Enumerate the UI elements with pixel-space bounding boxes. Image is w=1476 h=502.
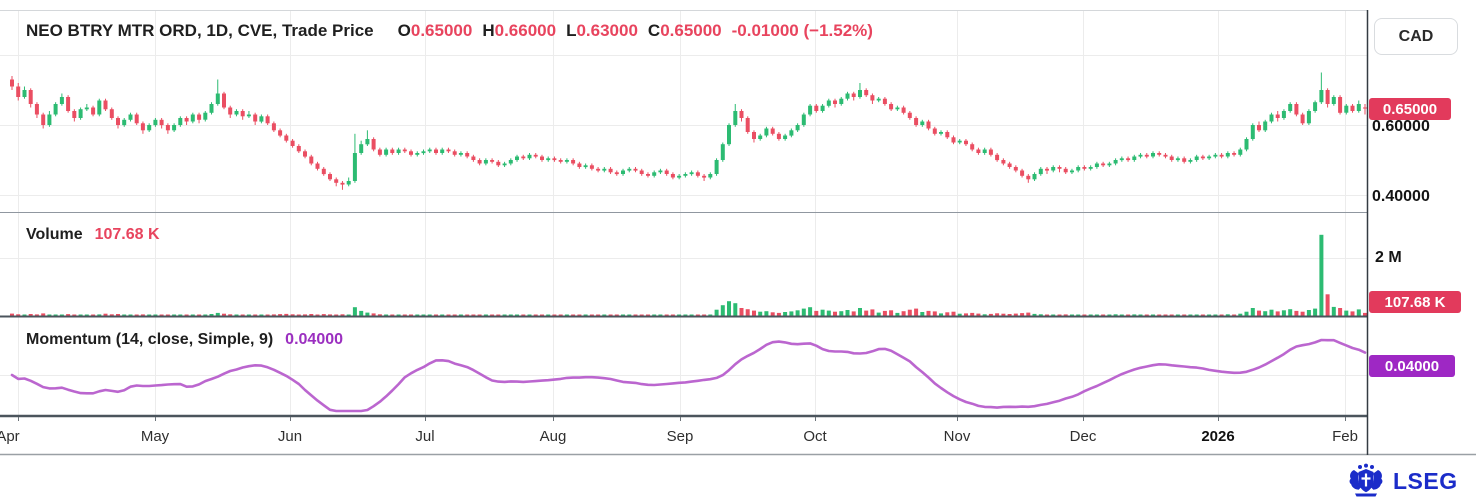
volume-panel-legend[interactable]: Volume 107.68 K (26, 226, 160, 244)
price-tick-040: 0.40000 (1372, 188, 1430, 205)
close-label: C (647, 21, 661, 40)
price-panel-legend[interactable]: NEO BTRY MTR ORD, 1D, CVE, Trade Price O0… (26, 21, 873, 41)
last-volume-badge: 107.68 K (1369, 291, 1461, 313)
change-value: -0.01000 (−1.52%) (731, 21, 873, 40)
close-pair: C0.65000 (648, 21, 722, 40)
xlabel-jun: Jun (277, 428, 303, 445)
price-tick-060: 0.60000 (1372, 118, 1430, 135)
gridlines (0, 11, 1367, 415)
lseg-logo: LSEG (1346, 463, 1458, 499)
xlabel-oct: Oct (803, 428, 827, 445)
momentum-line (10, 338, 1367, 413)
low-pair: L0.63000 (566, 21, 638, 40)
low-label: L (566, 21, 577, 40)
xlabel-dec: Dec (1069, 428, 1097, 445)
xlabel-feb: Feb (1332, 428, 1358, 445)
instrument-title: NEO BTRY MTR ORD, 1D, CVE, Trade Price (26, 21, 374, 40)
xlabel-may: May (140, 428, 170, 445)
xlabel-jul: Jul (415, 428, 435, 445)
open-pair: O0.65000 (398, 21, 473, 40)
last-momentum-badge: 0.04000 (1369, 355, 1455, 377)
xlabel-2026: 2026 (1201, 428, 1235, 445)
ohlc-values: O0.65000 H0.66000 L0.63000 C0.65000 -0.01000… (388, 21, 873, 40)
volume-tick-2m: 2 M (1375, 249, 1402, 266)
open-value: 0.65000 (410, 21, 473, 40)
momentum-label: Momentum (14, close, Simple, 9) (26, 331, 274, 348)
open-label: O (397, 21, 411, 40)
momentum-value: 0.04000 (285, 331, 344, 348)
lseg-logo-text: LSEG (1393, 467, 1458, 494)
candles (10, 72, 1367, 190)
high-label: H (482, 21, 495, 40)
xlabel-apr: Apr (0, 428, 20, 445)
currency-selector[interactable]: CAD (1374, 18, 1458, 55)
volume-label: Volume (26, 226, 83, 243)
last-price-badge: 0.65000 (1369, 98, 1451, 120)
lseg-crest-icon (1349, 463, 1383, 497)
volume-bars (10, 234, 1367, 316)
low-value: 0.63000 (576, 21, 638, 40)
xlabel-nov: Nov (943, 428, 971, 445)
volume-value: 107.68 K (94, 226, 160, 243)
chart-canvas[interactable] (0, 0, 1476, 456)
momentum-panel-legend[interactable]: Momentum (14, close, Simple, 9) 0.04000 (26, 331, 343, 349)
close-value: 0.65000 (660, 21, 722, 40)
xlabel-aug: Aug (539, 428, 567, 445)
panel-borders (0, 10, 1476, 456)
xlabel-sep: Sep (666, 428, 694, 445)
high-value: 0.66000 (494, 21, 557, 40)
high-pair: H0.66000 (482, 21, 556, 40)
